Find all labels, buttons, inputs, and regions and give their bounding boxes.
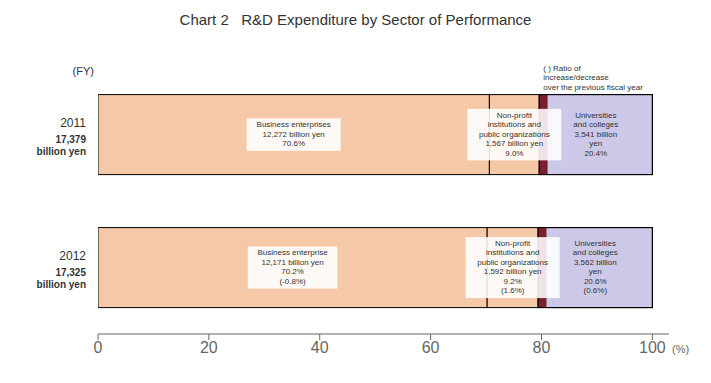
svg-text:( ) Ratio ofincrease/decreas: ( ) Ratio ofincrease/decreaseover the pr… — [543, 64, 643, 92]
svg-text:Business enterprise12,171 bill: Business enterprise12,171 billion yen70.… — [257, 248, 328, 286]
svg-text:17,325billion yen: 17,325billion yen — [37, 267, 87, 290]
svg-text:Business enterprises12,272 bil: Business enterprises12,272 billion yen70… — [257, 120, 331, 148]
svg-text:17,379billion yen: 17,379billion yen — [37, 134, 87, 157]
svg-text:20: 20 — [200, 339, 218, 356]
svg-text:Universitiesand colleges3,562: Universitiesand colleges3,562 billionyen… — [573, 239, 618, 296]
svg-text:2011: 2011 — [60, 116, 86, 130]
svg-text:(%): (%) — [672, 343, 689, 355]
svg-text:(FY): (FY) — [73, 65, 94, 77]
svg-text:100: 100 — [639, 339, 666, 356]
svg-text:Non-profitinstitutions andpubl: Non-profitinstitutions andpublic organiz… — [479, 111, 550, 158]
svg-text:40: 40 — [311, 339, 329, 356]
svg-text:Non-profitinstitutions andpubl: Non-profitinstitutions andpublic organiz… — [477, 239, 548, 296]
svg-text:80: 80 — [533, 339, 551, 356]
svg-text:0: 0 — [94, 339, 103, 356]
svg-text:2012: 2012 — [59, 249, 86, 263]
svg-text:60: 60 — [422, 339, 440, 356]
html-text:Chart 2 R&D Expenditure by Sec: Chart 2 R&D Expenditure by Sector of Per… — [179, 11, 532, 28]
svg-text:Universitiesand colleges3,541: Universitiesand colleges3,541 billionyen… — [573, 111, 618, 158]
